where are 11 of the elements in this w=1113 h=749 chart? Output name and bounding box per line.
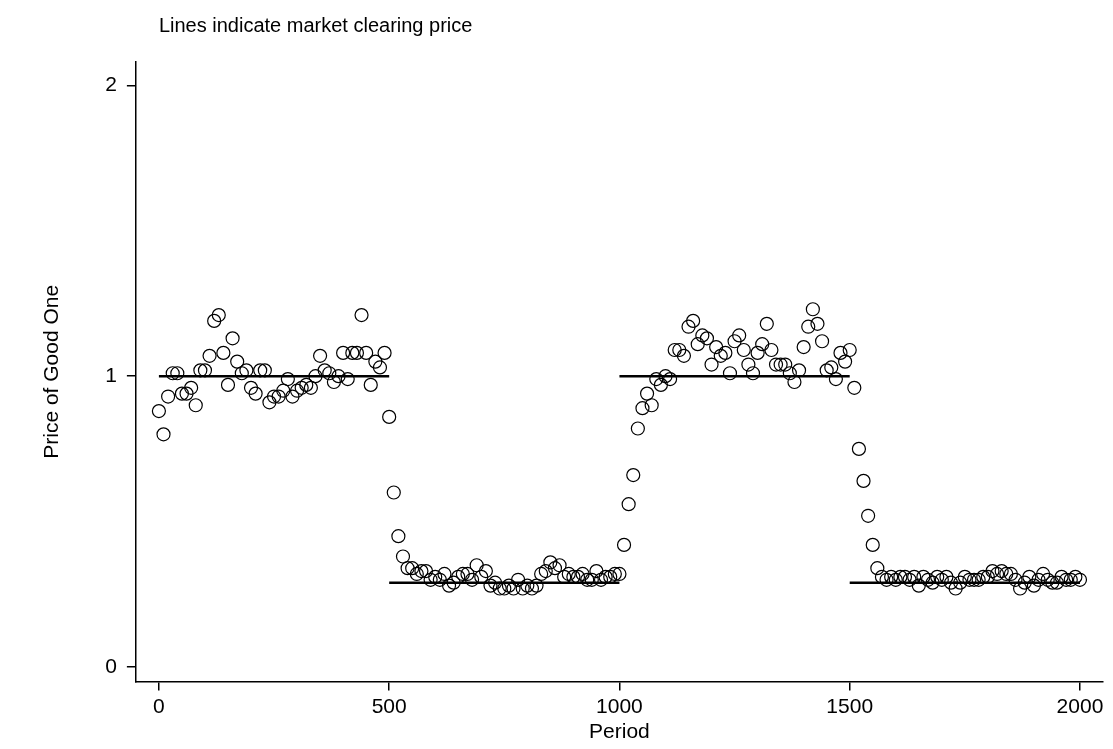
y-axis-title: Price of Good One xyxy=(39,284,63,459)
x-tick-label: 1500 xyxy=(826,694,874,717)
x-tick-label: 2000 xyxy=(1056,694,1104,717)
x-tick-label: 1000 xyxy=(596,694,643,717)
y-tick-label: 0 xyxy=(105,653,117,677)
x-tick-label: 0 xyxy=(153,694,165,717)
y-tick-label: 1 xyxy=(105,362,117,386)
x-axis-title: Period xyxy=(589,719,650,743)
y-tick-label: 2 xyxy=(105,72,117,96)
chart-title: Lines indicate market clearing price xyxy=(158,13,473,36)
x-tick-label: 500 xyxy=(371,694,407,717)
